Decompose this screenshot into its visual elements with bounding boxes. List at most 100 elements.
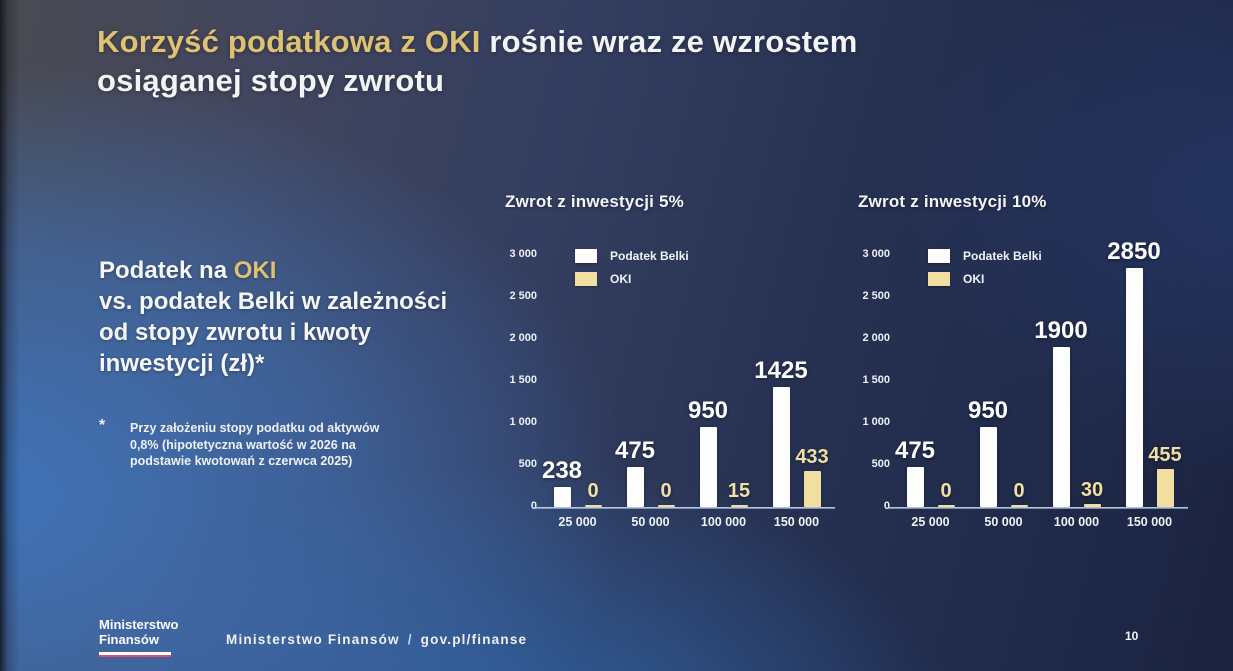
bar-value-label: 0 <box>660 479 672 502</box>
heading-accent: OKI <box>233 257 277 284</box>
y-axis-tick: 1 500 <box>862 374 890 386</box>
x-axis-label: 100 000 <box>700 515 747 529</box>
x-axis-labels: 25 000 50 000 100 000 150 000 <box>894 515 1186 529</box>
bar-value-label: 1425 <box>754 357 808 385</box>
footer-org-name: Ministerstwo Finansów <box>226 632 400 647</box>
chart-title: Zwrot z inwestycji 10% <box>858 192 1047 211</box>
bar-value-label: 1900 <box>1034 317 1088 345</box>
bar-value-label: 0 <box>587 479 599 502</box>
slide-title: Korzyść podatkowa z OKI rośnie wraz ze w… <box>97 22 997 100</box>
bar-podatek-belki: 1425 <box>754 357 808 507</box>
bar-value-label: 475 <box>614 437 656 465</box>
x-axis-label: 25 000 <box>911 515 950 529</box>
y-axis-tick: 2 500 <box>509 290 537 302</box>
footnote-asterisk: * <box>99 417 106 434</box>
bar-group: 2850 455 <box>1107 238 1186 507</box>
bar-podatek-belki: 475 <box>895 437 935 507</box>
y-axis-tick: 2 000 <box>862 332 890 344</box>
bar-value-label: 950 <box>967 397 1009 425</box>
y-axis-tick: 0 <box>883 500 890 512</box>
legend-swatch-icon <box>928 272 950 286</box>
y-axis-tick: 1 000 <box>509 416 537 428</box>
bar-value-label: 433 <box>795 445 829 468</box>
footer-text: Ministerstwo Finansów / gov.pl/finanse <box>226 632 527 647</box>
bar-value-label: 0 <box>940 479 952 502</box>
chart-legend: Podatek Belki OKI <box>928 249 1042 295</box>
flag-red-stripe <box>99 654 171 657</box>
footer-website: gov.pl/finanse <box>420 632 528 647</box>
bar-value-label: 0 <box>1013 479 1025 502</box>
y-axis-tick: 3 000 <box>862 248 890 260</box>
bar-value-label: 950 <box>687 397 729 425</box>
bar-group: 475 0 <box>894 255 967 507</box>
ministry-logo: Ministerstwo Finansów <box>99 617 178 657</box>
bar-group: 950 15 <box>687 255 760 507</box>
y-axis-tick: 2 000 <box>509 332 537 344</box>
x-axis-labels: 25 000 50 000 100 000 150 000 <box>541 515 833 529</box>
heading-line3: od stopy zwrotu i kwoty <box>99 319 372 346</box>
bar-group: 238 0 <box>541 255 614 507</box>
y-axis-tick: 1 500 <box>509 374 537 386</box>
bar-oki: 0 <box>937 480 955 507</box>
legend-item: Podatek Belki <box>928 249 1042 263</box>
heading-line2: vs. podatek Belki w zależności <box>99 288 448 315</box>
bar-oki: 455 <box>1148 444 1182 507</box>
chart-zwrot-10-procent: Zwrot z inwestycji 10% 3 000 2 500 2 000 1 … <box>858 192 1193 542</box>
bar-oki: 0 <box>1010 480 1028 507</box>
bar-podatek-belki: 2850 <box>1107 238 1161 507</box>
y-axis-tick: 0 <box>530 500 537 512</box>
x-axis-line <box>888 507 1188 509</box>
bar-podatek-belki: 950 <box>688 397 728 507</box>
bar-value-label: 15 <box>727 479 751 502</box>
bar-value-label: 475 <box>894 437 936 465</box>
bar-oki: 15 <box>728 480 750 507</box>
y-axis-tick: 1 000 <box>862 416 890 428</box>
bar-value-label: 455 <box>1148 443 1182 466</box>
x-axis-label: 50 000 <box>631 515 670 529</box>
x-axis-label: 50 000 <box>984 515 1023 529</box>
legend-item: OKI <box>575 272 689 286</box>
legend-item: OKI <box>928 272 1042 286</box>
chart-description: Podatek na OKI vs. podatek Belki w zależ… <box>99 255 447 379</box>
y-axis-tick: 500 <box>871 458 890 470</box>
x-axis-label: 150 000 <box>1126 515 1173 529</box>
legend-label: OKI <box>610 272 632 286</box>
chart-legend: Podatek Belki OKI <box>575 249 689 295</box>
bar-oki: 0 <box>657 480 675 507</box>
x-axis-label: 150 000 <box>773 515 820 529</box>
bar-podatek-belki: 950 <box>968 397 1008 507</box>
logo-line2: Finansów <box>99 632 159 647</box>
bar-group: 1425 433 <box>754 255 833 507</box>
y-axis-tick: 2 500 <box>862 290 890 302</box>
slide-title-rest: rośnie wraz ze wzrostem <box>480 24 858 59</box>
y-axis-tick: 500 <box>518 458 537 470</box>
x-axis-label: 25 000 <box>558 515 597 529</box>
legend-item: Podatek Belki <box>575 249 689 263</box>
chart-zwrot-5-procent: Zwrot z inwestycji 5% 3 000 2 500 2 000 1 5… <box>505 192 840 542</box>
bar-oki: 30 <box>1081 479 1103 507</box>
legend-swatch-icon <box>575 249 597 263</box>
page-number: 10 <box>1125 629 1139 643</box>
x-axis-label: 100 000 <box>1053 515 1100 529</box>
bar-podatek-belki: 238 <box>542 457 582 507</box>
x-axis-line <box>535 507 835 509</box>
bar-value-label: 2850 <box>1107 237 1161 265</box>
bar-group: 1900 30 <box>1034 255 1113 507</box>
chart-title: Zwrot z inwestycji 5% <box>505 192 684 211</box>
y-axis-tick: 3 000 <box>509 248 537 260</box>
slide-title-line2: osiąganej stopy zwrotu <box>97 63 445 98</box>
bar-oki: 433 <box>795 446 829 507</box>
plot-area: 475 0 950 0 1900 30 2850 455 <box>894 238 1186 507</box>
logo-line1: Ministerstwo <box>99 617 179 632</box>
bar-value-label: 238 <box>541 457 583 485</box>
legend-swatch-icon <box>575 272 597 286</box>
plot-area: 238 0 475 0 950 15 1425 433 <box>541 255 833 507</box>
heading-line4: inwestycji (zł)* <box>99 350 265 377</box>
legend-label: Podatek Belki <box>963 249 1042 263</box>
bar-value-label: 30 <box>1080 479 1104 502</box>
legend-label: Podatek Belki <box>610 249 689 263</box>
bar-podatek-belki: 475 <box>615 437 655 507</box>
slide-title-accent: Korzyść podatkowa z OKI <box>97 24 481 59</box>
flag-white-stripe <box>99 652 171 655</box>
